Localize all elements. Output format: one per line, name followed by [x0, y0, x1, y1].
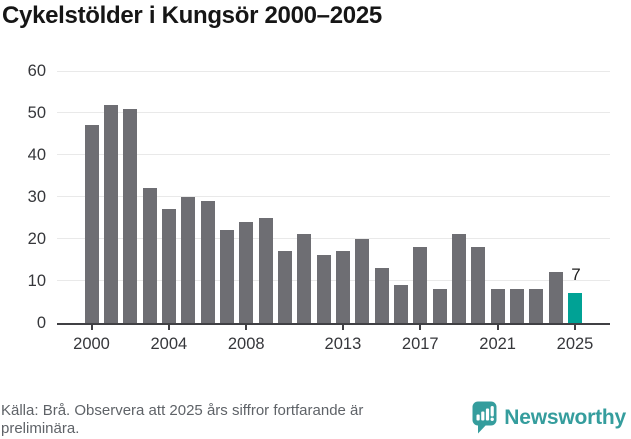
bar-2018	[432, 288, 447, 324]
highlight-value-label: 7	[571, 265, 581, 285]
bar-2005	[181, 196, 196, 324]
bar-2000	[84, 125, 99, 324]
bar-2021	[490, 288, 505, 324]
gridline-10	[57, 280, 610, 282]
newsworthy-wordmark: Newsworthy	[504, 405, 626, 429]
x-axis-tick	[574, 324, 576, 330]
y-axis-tick-label: 30	[27, 187, 46, 206]
bar-2003	[142, 188, 157, 324]
gridline-60	[57, 70, 610, 72]
gridline-50	[57, 112, 610, 114]
bar-2017	[413, 247, 428, 324]
source-note-line2: preliminära.	[1, 419, 80, 437]
newsworthy-chart-bubble-icon	[472, 401, 497, 434]
y-axis-tick-label: 40	[27, 145, 46, 164]
gridline-20	[57, 238, 610, 240]
bar-2020	[471, 247, 486, 324]
x-axis-tick	[341, 324, 344, 330]
bar-2015	[374, 268, 389, 324]
bar-2011	[297, 234, 312, 324]
x-axis-tick-label: 2004	[150, 334, 188, 353]
x-axis-tick	[496, 324, 499, 330]
gridline-30	[57, 196, 610, 198]
x-axis-tick	[167, 324, 170, 330]
x-axis-tick-label: 2021	[479, 334, 516, 353]
x-axis-tick-label: 2008	[227, 334, 265, 353]
y-axis-tick-label: 10	[27, 271, 46, 290]
newsworthy-logo: Newsworthy	[472, 401, 626, 434]
bar-2025	[568, 293, 582, 324]
x-axis-tick-label: 2017	[401, 334, 439, 353]
source-note-line1: Källa: Brå. Observera att 2025 års siffr…	[1, 402, 364, 419]
bar-2007	[219, 230, 234, 324]
x-axis-tick-label: 2025	[556, 334, 594, 353]
bar-2002	[123, 108, 138, 324]
bar-2010	[277, 251, 292, 324]
bar-2004	[161, 209, 176, 324]
y-axis-tick-label: 20	[27, 229, 46, 248]
x-axis-tick	[245, 324, 248, 330]
bar-2008	[239, 221, 254, 324]
bar-2009	[258, 217, 273, 324]
source-note: Källa: Brå. Observera att 2025 års siffr…	[1, 402, 401, 437]
bar-2012	[316, 255, 331, 324]
bar-2016	[393, 284, 408, 324]
bar-2013	[335, 251, 350, 324]
y-axis-tick-label: 50	[27, 103, 46, 122]
x-axis-tick	[90, 324, 93, 330]
y-axis-tick-label: 60	[27, 62, 46, 80]
y-axis-tick-label: 0	[36, 313, 46, 332]
bar-2024	[548, 272, 563, 324]
x-axis-tick-label: 2013	[324, 334, 362, 353]
bar-2014	[355, 238, 370, 324]
bar-2023	[529, 288, 544, 324]
gridline-40	[57, 154, 610, 156]
bar-2022	[509, 288, 524, 324]
x-axis-tick	[419, 324, 422, 330]
x-axis-line	[57, 322, 610, 325]
bar-2006	[200, 200, 215, 324]
bar-2001	[103, 104, 118, 324]
bar-2019	[451, 234, 466, 324]
chart-title: Cykelstölder i Kungsör 2000–2025	[2, 2, 382, 29]
x-axis-tick-label: 2000	[73, 334, 110, 353]
